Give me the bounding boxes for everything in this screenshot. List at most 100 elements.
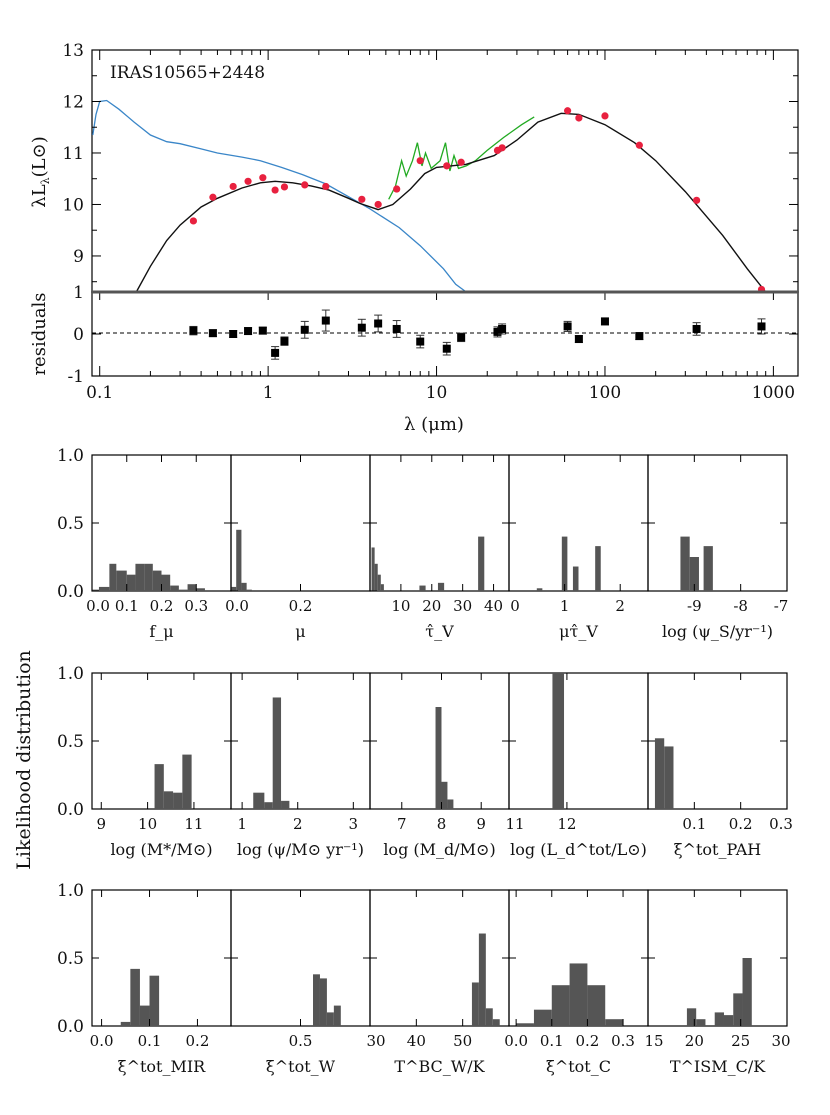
hist-bar [116, 570, 127, 591]
hist-xtick-label: 1 [560, 597, 570, 615]
hist-xtick-label: 0.2 [575, 1032, 599, 1050]
hist-ytick-label: 0.0 [57, 582, 84, 602]
sed-frame [91, 49, 799, 293]
hist-frame [230, 889, 371, 1027]
hist-xtick-label: 0 [510, 597, 520, 615]
hist-f_mu: 0.0 0.5 1.0 0.0 0.1 0.2 0.3 f_μ [57, 446, 232, 641]
hist-bar [109, 563, 117, 591]
hist-xtick-label: 0.0 [90, 1032, 114, 1050]
residual-frame [91, 291, 799, 377]
hist-bar [377, 574, 381, 591]
photometry-point [358, 195, 366, 203]
photometry-point [457, 158, 465, 166]
hist-bar [516, 1023, 534, 1026]
residual-point [563, 322, 572, 331]
photometry-point [229, 182, 237, 191]
hist-xtick-label: 0.2 [289, 597, 313, 615]
hist-xlabel: ξ^tot_C [546, 1057, 611, 1076]
residual-point [300, 325, 309, 334]
photometry-point [564, 107, 572, 115]
hist-frame [647, 454, 788, 592]
residual-points [189, 309, 766, 360]
hist-bar [178, 589, 188, 591]
hist-bar [733, 993, 743, 1026]
sed-xtick-label: 1000 [752, 383, 795, 403]
hist-bar [536, 588, 543, 591]
sed-points [189, 107, 766, 294]
hist-xtick-label: 7 [397, 815, 407, 833]
residual-point [692, 324, 701, 333]
residuals-label: residuals [29, 292, 50, 375]
residual-panel: -1 0 1 0.1 1 10 100 1000 residuals λ (μm) [29, 50, 799, 435]
hist-xtick-label: 0.1 [115, 597, 139, 615]
photometry-point [374, 200, 382, 209]
hist-xlabel: ξ^tot_MIR [118, 1057, 206, 1076]
residual-point [457, 333, 466, 342]
sed-ylabel: λLλ(L⊙) [29, 136, 52, 207]
hist-bar [326, 1012, 334, 1026]
sed-ytick-label: 12 [62, 92, 84, 112]
hist-bar [187, 584, 197, 591]
sed-yticks: 9 10 11 12 13 [62, 41, 798, 283]
hist-xlabel: log (M_d/M⊙) [383, 840, 495, 859]
likelihood-label: Likelihood distribution [13, 650, 35, 870]
hist-xi_w: 0.5 ξ^tot_W [230, 889, 371, 1076]
hist-bar [144, 563, 153, 591]
residual-point [208, 329, 217, 338]
hist-bar [561, 536, 568, 591]
hist-bar [98, 586, 110, 591]
photometry-point [498, 144, 506, 152]
hist-bar [149, 975, 160, 1026]
photometry-point [280, 183, 289, 191]
hist-bar [714, 1012, 724, 1026]
residual-ytick-label: -1 [67, 367, 84, 387]
hist-xlabel: log (ψ_S/yr⁻¹) [662, 622, 773, 641]
hist-ytick-label: 0.0 [57, 1017, 84, 1037]
hist-bar [605, 1019, 624, 1026]
hist-frame [91, 889, 232, 1027]
hist-ytick-label: 1.0 [57, 446, 84, 466]
hist-ytick-label: 0.0 [57, 800, 84, 820]
hist-t_c_ism: 15 20 25 30 T^ISM_C/K [644, 889, 791, 1076]
hist-log_md: 7 8 9 log (M_d/M⊙) [369, 672, 510, 859]
hist-xtick-label: 0.1 [682, 815, 706, 833]
hist-bar [139, 1005, 150, 1026]
hist-xtick-label: -7 [774, 597, 789, 615]
hist-bar [587, 985, 606, 1026]
hist-bar [572, 566, 579, 591]
hist-bar [253, 792, 265, 809]
hist-bar [723, 1015, 734, 1026]
residual-point [493, 327, 502, 336]
hist-xtick-label: 10 [391, 597, 410, 615]
hist-bar [246, 589, 252, 591]
hist-xi_c: 0.0 0.1 0.2 0.3ξ^tot_C [504, 889, 649, 1076]
hist-bar [447, 799, 454, 809]
hist-xtick-label: 2 [293, 815, 303, 833]
hist-xtick-label: 30 [366, 1032, 385, 1050]
residual-point [416, 337, 425, 346]
hist-frame [369, 454, 510, 592]
residual-point [280, 337, 289, 346]
hist-bar [170, 585, 179, 591]
hist-mu_tau_v: 0 1 2 μτ̂_V [508, 454, 649, 641]
residual-point [258, 326, 267, 335]
hist-bar [686, 1008, 697, 1026]
hist-xtick-label: 30 [453, 597, 472, 615]
hist-xlabel: ξ^tot_W [266, 1057, 336, 1076]
residual-point [574, 335, 583, 344]
hist-log_psi: 1 2 3 log (ψ/M⊙ yr⁻¹) [230, 672, 371, 859]
ir-spectrum-curve [388, 116, 535, 200]
residual-point [189, 326, 198, 335]
hist-bar [533, 1009, 552, 1026]
residual-point [498, 324, 507, 333]
hist-log_ld: 11 12 log (L_d^tot/L⊙) [505, 672, 649, 859]
hist-xtick-label: 10 [138, 815, 157, 833]
photometry-point [601, 112, 609, 120]
hist-xtick-label: 0.1 [138, 1032, 162, 1050]
hist-bar [120, 1021, 131, 1026]
hist-bar [264, 802, 273, 809]
hist-xtick-label: 1 [237, 815, 247, 833]
hist-xlabel: ξ^tot_PAH [674, 840, 762, 859]
